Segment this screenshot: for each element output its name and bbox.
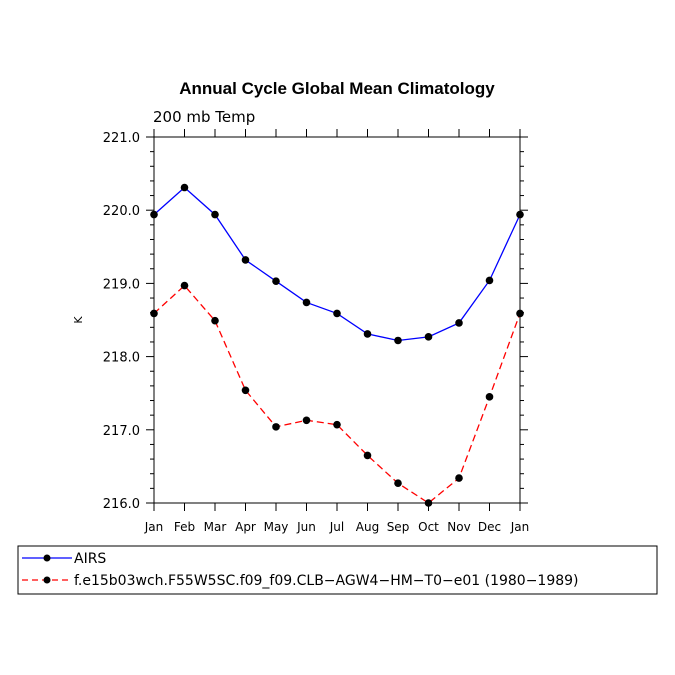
data-point-series-1 bbox=[333, 420, 341, 429]
x-tick-label: Jan bbox=[144, 520, 164, 534]
data-point-series-0 bbox=[241, 256, 250, 264]
y-tick-label: 216.0 bbox=[103, 497, 140, 512]
data-point-series-0 bbox=[180, 183, 189, 192]
x-tick-label: Nov bbox=[447, 520, 470, 534]
x-tick-label: Sep bbox=[387, 520, 410, 534]
x-tick-label: Oct bbox=[418, 520, 439, 534]
data-point-series-0 bbox=[455, 319, 463, 327]
legend-swatch-airs-marker bbox=[43, 554, 51, 562]
data-point-series-0 bbox=[333, 309, 341, 318]
data-point-series-1 bbox=[394, 479, 402, 488]
y-tick-label: 220.0 bbox=[103, 204, 140, 219]
data-point-series-0 bbox=[516, 210, 524, 219]
x-tick-label: Jul bbox=[329, 520, 344, 534]
data-point-series-1 bbox=[150, 309, 158, 318]
x-tick-label: Mar bbox=[204, 520, 227, 534]
data-point-series-0 bbox=[424, 333, 433, 341]
x-tick-label: Dec bbox=[478, 520, 501, 534]
x-tick-label: Jan bbox=[510, 520, 530, 534]
chart-subtitle: 200 mb Temp bbox=[153, 108, 255, 126]
y-tick-label: 218.0 bbox=[103, 351, 140, 366]
data-point-series-1 bbox=[516, 309, 524, 318]
data-point-series-0 bbox=[394, 336, 402, 345]
data-point-series-1 bbox=[241, 386, 250, 395]
data-point-series-1 bbox=[180, 281, 189, 290]
data-point-series-0 bbox=[150, 210, 158, 219]
data-point-series-1 bbox=[363, 451, 372, 460]
data-point-series-1 bbox=[272, 423, 280, 431]
data-point-series-1 bbox=[302, 416, 311, 425]
data-point-series-1 bbox=[211, 316, 219, 325]
x-tick-label: Apr bbox=[235, 520, 256, 534]
legend: AIRS f.e15b03wch.F55W5SC.f09_f09.CLB−AGW… bbox=[17, 545, 658, 595]
y-tick-label: 221.0 bbox=[103, 131, 140, 146]
chart-title: Annual Cycle Global Mean Climatology bbox=[179, 79, 495, 98]
x-tick-label: Feb bbox=[174, 520, 195, 534]
data-point-series-1 bbox=[485, 393, 494, 401]
y-tick-label: 219.0 bbox=[103, 277, 140, 292]
legend-box bbox=[17, 545, 658, 595]
x-tick-label: Aug bbox=[356, 520, 379, 534]
series-layer bbox=[150, 183, 524, 507]
data-point-series-0 bbox=[485, 276, 494, 285]
y-tick-label: 217.0 bbox=[103, 424, 140, 439]
legend-label-airs: AIRS bbox=[74, 551, 106, 567]
x-tick-label: May bbox=[264, 520, 289, 534]
x-tick-label: Jun bbox=[296, 520, 316, 534]
data-point-series-0 bbox=[211, 210, 219, 219]
data-point-series-1 bbox=[455, 474, 463, 482]
data-point-series-0 bbox=[363, 330, 372, 338]
data-point-series-0 bbox=[302, 298, 311, 307]
data-point-series-0 bbox=[272, 277, 280, 286]
legend-swatch-model-marker bbox=[43, 576, 51, 584]
y-axis-label: K bbox=[72, 316, 85, 324]
legend-label-model: f.e15b03wch.F55W5SC.f09_f09.CLB−AGW4−HM−… bbox=[74, 573, 579, 589]
data-point-series-1 bbox=[424, 499, 433, 507]
axes: 216.0 217.0 218.0 219.0 220.0 221.0 Jan Feb Mar A… bbox=[103, 129, 529, 534]
